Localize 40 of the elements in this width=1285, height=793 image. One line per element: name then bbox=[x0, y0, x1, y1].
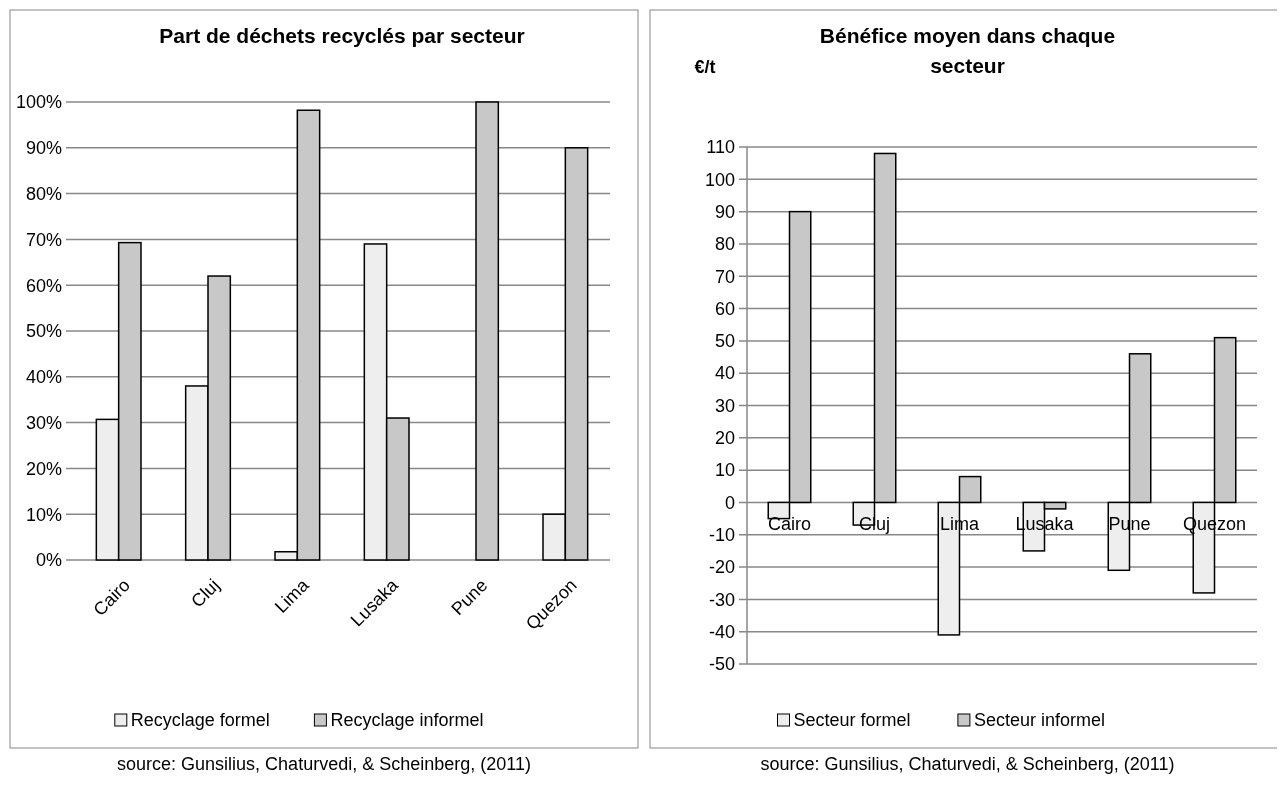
y-tick-label: -20 bbox=[708, 557, 735, 578]
y-tick-label: 90% bbox=[25, 138, 62, 159]
y-tick-label: 50 bbox=[714, 331, 735, 352]
y-tick-label: 60 bbox=[714, 298, 735, 319]
y-tick-label: 70% bbox=[25, 229, 62, 250]
y-tick-label: -10 bbox=[708, 525, 735, 546]
source-note: source: Gunsilius, Chaturvedi, & Scheinberg, (2011) bbox=[117, 754, 531, 774]
y-tick-label: 0% bbox=[35, 550, 62, 571]
y-tick-label: -50 bbox=[708, 654, 735, 675]
y-tick-label: 80 bbox=[714, 234, 735, 255]
y-tick-label: 50% bbox=[25, 321, 62, 342]
y-tick-label: 20 bbox=[714, 428, 735, 449]
y-tick-label: 90 bbox=[714, 201, 735, 222]
y-tick-label: 40% bbox=[25, 367, 62, 388]
y-tick-label: 20% bbox=[25, 458, 62, 479]
y-tick-label: 10% bbox=[25, 504, 62, 525]
bar bbox=[475, 101, 500, 561]
y-tick-label: 40 bbox=[714, 363, 735, 384]
legend-label: Recyclage informel bbox=[330, 710, 484, 731]
chart-title: Part de déchets recyclés par secteur bbox=[159, 24, 525, 47]
x-tick-label: Cluj bbox=[187, 575, 224, 612]
y-axis-title: €/t bbox=[694, 57, 716, 77]
y-tick-label: -40 bbox=[708, 621, 735, 642]
y-tick-label: 10 bbox=[714, 460, 735, 481]
y-tick-label: 30% bbox=[25, 412, 62, 433]
source-note: source: Gunsilius, Chaturvedi, & Scheinberg, (2011) bbox=[760, 754, 1175, 774]
y-tick-label: 80% bbox=[25, 183, 62, 204]
chart-title: Bénéfice moyen dans chaque secteur bbox=[819, 24, 1116, 77]
y-tick-label: 110 bbox=[706, 137, 735, 158]
legend-label: Recyclage formel bbox=[130, 710, 270, 731]
y-tick-label: -30 bbox=[708, 589, 735, 610]
y-tick-label: 70 bbox=[714, 266, 735, 287]
legend-label: Secteur formel bbox=[793, 710, 911, 731]
legend-label: Secteur informel bbox=[973, 710, 1105, 731]
y-tick-label: 60% bbox=[25, 275, 62, 296]
y-tick-label: 0 bbox=[724, 492, 735, 513]
y-tick-label: 30 bbox=[714, 395, 735, 416]
y-tick-label: 100% bbox=[15, 92, 62, 113]
x-tick-label: Cairo bbox=[767, 514, 812, 535]
y-tick-label: 100 bbox=[704, 169, 735, 190]
